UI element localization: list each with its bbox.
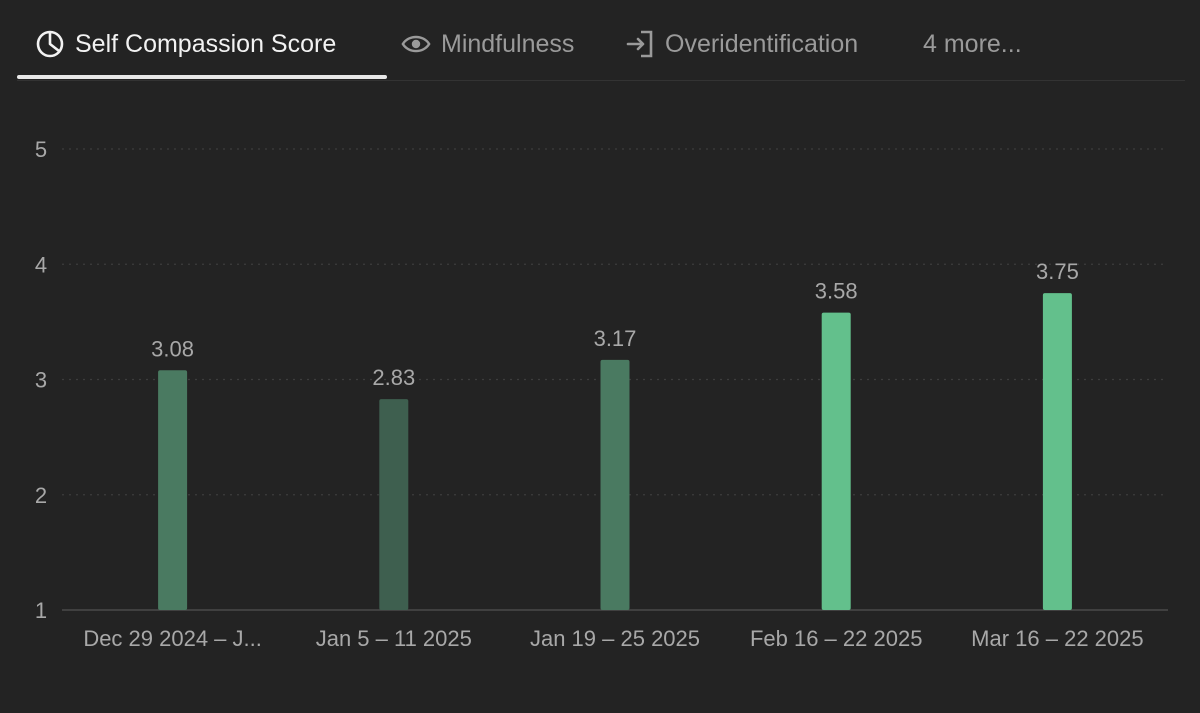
y-tick-label: 5 (35, 137, 47, 162)
bar (379, 399, 409, 610)
bar-value-label: 2.83 (372, 365, 415, 390)
bar-chart: 1 2 3 4 5 3.08 Dec 29 2024 – J... 2.83 Jan 5 – 1… (35, 137, 1168, 651)
bar-value-label: 3.17 (594, 326, 637, 351)
x-tick-label: Mar 16 – 22 2025 (971, 626, 1143, 651)
bar (1042, 293, 1072, 610)
tab-self-compassion-score[interactable]: Self Compassion Score (35, 22, 336, 66)
tab-mindfulness[interactable]: Mindfulness (401, 22, 574, 66)
y-tick-label: 2 (35, 483, 47, 508)
eye-icon (401, 29, 431, 59)
tab-label: 4 more... (923, 29, 1022, 58)
x-tick-label: Jan 5 – 11 2025 (316, 626, 472, 651)
bar-value-label: 3.08 (151, 336, 194, 361)
pie-chart-icon (35, 29, 65, 59)
bar (600, 359, 630, 610)
y-tick-label: 1 (35, 598, 47, 623)
sign-in-icon (625, 29, 655, 59)
tab-bar: Self Compassion Score Mindfulness Overid… (17, 0, 1185, 81)
bar (821, 312, 851, 610)
x-tick-label: Jan 19 – 25 2025 (530, 626, 700, 651)
y-tick-label: 4 (35, 252, 47, 277)
tab-more[interactable]: 4 more... (923, 22, 1022, 66)
bar (158, 370, 188, 610)
tab-label: Self Compassion Score (75, 29, 337, 58)
tab-label: Mindfulness (441, 29, 575, 58)
y-tick-label: 3 (35, 368, 47, 393)
tab-label: Overidentification (665, 29, 859, 58)
x-tick-label: Feb 16 – 22 2025 (750, 626, 922, 651)
bar-value-label: 3.58 (815, 279, 858, 304)
active-tab-indicator (17, 75, 387, 79)
tab-overidentification[interactable]: Overidentification (625, 22, 858, 66)
x-tick-label: Dec 29 2024 – J... (83, 626, 262, 651)
bar-value-label: 3.75 (1036, 259, 1079, 284)
